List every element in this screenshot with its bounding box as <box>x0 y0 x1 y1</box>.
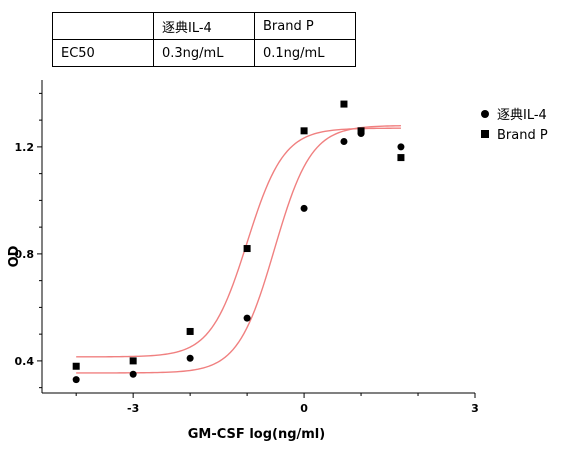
fit-curve-series-1 <box>76 127 401 358</box>
data-point-square <box>186 327 194 335</box>
x-axis-title: GM-CSF log(ng/ml) <box>188 427 325 442</box>
data-point-circle <box>340 138 348 146</box>
chart-legend: 逐典IL-4 Brand P <box>481 108 548 143</box>
data-point-circle <box>300 204 308 212</box>
fit-curves <box>76 125 401 374</box>
data-point-circle <box>72 376 80 384</box>
ec50-table: 逐典IL-4 Brand P EC50 0.3ng/mL 0.1ng/mL <box>52 12 356 67</box>
data-point-circle <box>129 370 137 378</box>
data-point-square <box>72 362 80 370</box>
table-row: EC50 0.3ng/mL 0.1ng/mL <box>52 39 356 67</box>
y-tick-label: 0.4 <box>15 355 35 368</box>
data-point-circle <box>243 314 251 322</box>
x-tick-label: 0 <box>300 402 308 415</box>
data-point-square <box>243 245 251 253</box>
table-cell: 0.1ng/mL <box>254 39 356 67</box>
fit-curve-series-0 <box>76 125 401 374</box>
data-point-circle <box>186 354 194 362</box>
data-points <box>72 100 405 384</box>
data-point-square <box>397 154 405 162</box>
x-tick-label: 3 <box>471 402 479 415</box>
legend-marker-circle <box>481 110 489 118</box>
legend-label: 逐典IL-4 <box>497 108 547 123</box>
table-cell: EC50 <box>52 39 154 67</box>
data-point-square <box>357 127 365 135</box>
x-tick-label: -3 <box>127 402 139 415</box>
data-point-circle <box>397 143 405 151</box>
y-tick-label: 0.8 <box>15 248 35 261</box>
data-point-square <box>340 100 348 108</box>
legend-label: Brand P <box>497 128 548 143</box>
data-point-square <box>300 127 308 135</box>
legend-marker-square <box>481 130 489 138</box>
y-axis-title: OD <box>7 245 22 267</box>
y-tick-label: 1.2 <box>15 141 35 154</box>
chart-axes: -3 0 3 0.4 0.8 1.2 GM-CSF log(ng/ml) OD <box>7 80 479 442</box>
data-point-square <box>129 357 137 365</box>
